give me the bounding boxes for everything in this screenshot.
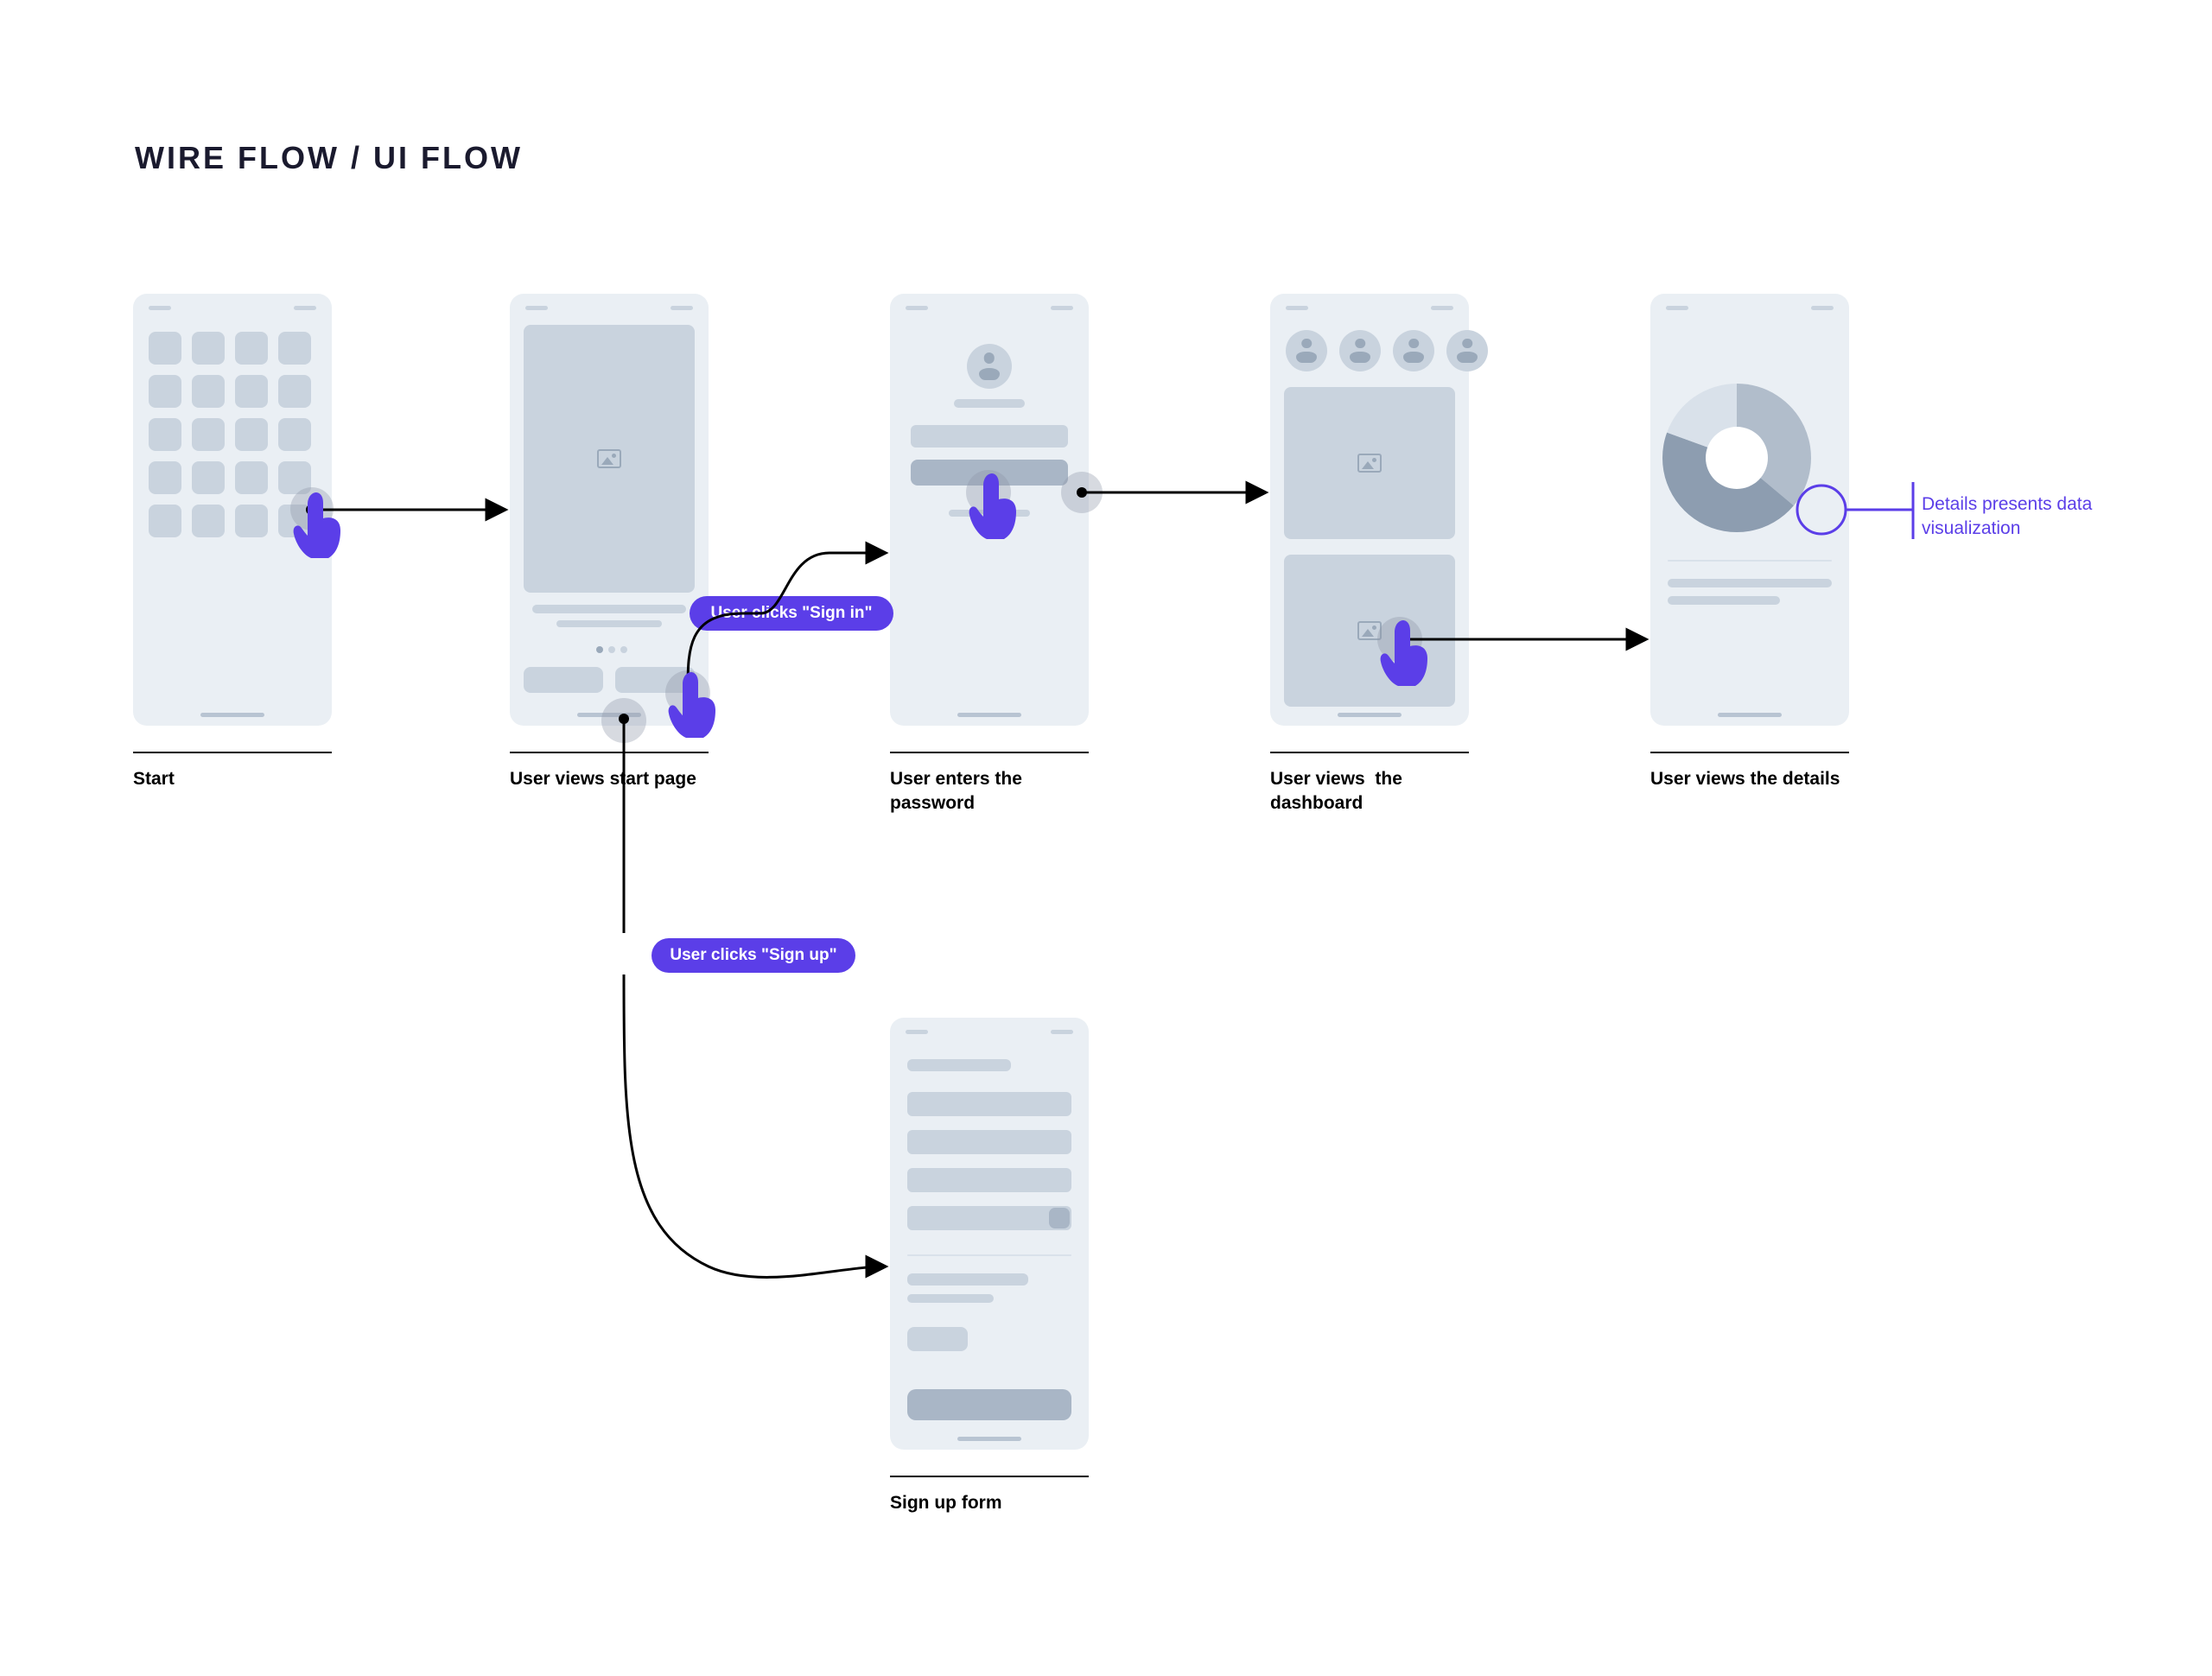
annotation-text: Details presents data visualization — [1922, 492, 2092, 542]
card-image[interactable] — [1284, 387, 1455, 539]
app-icon[interactable] — [278, 332, 311, 365]
home-indicator — [200, 713, 264, 717]
input-field[interactable] — [911, 425, 1068, 448]
image-icon — [597, 449, 621, 468]
story-avatar[interactable] — [1393, 330, 1434, 371]
toggle-knob[interactable] — [1049, 1208, 1070, 1228]
caption-rule — [510, 752, 709, 753]
divider — [1668, 560, 1832, 562]
app-icon[interactable] — [235, 418, 268, 451]
app-icon[interactable] — [278, 375, 311, 408]
screen-signup — [890, 1018, 1089, 1450]
caption-rule — [133, 752, 332, 753]
pill-signup: User clicks "Sign up" — [652, 938, 855, 973]
input-field[interactable] — [907, 1168, 1071, 1192]
app-icon[interactable] — [192, 505, 225, 537]
text-line — [907, 1273, 1028, 1286]
caption-start: Start — [133, 767, 175, 791]
person-icon — [976, 352, 1002, 379]
app-icon[interactable] — [192, 332, 225, 365]
submit-button-shape[interactable] — [907, 1389, 1071, 1420]
text-line — [1668, 579, 1832, 587]
screen-details — [1650, 294, 1849, 726]
app-icon[interactable] — [149, 418, 181, 451]
screen-startpage — [510, 294, 709, 726]
text-line — [532, 605, 686, 613]
caption-rule — [890, 752, 1089, 753]
input-field[interactable] — [907, 1130, 1071, 1154]
caption-signup: Sign up form — [890, 1491, 1002, 1515]
story-avatar[interactable] — [1446, 330, 1488, 371]
tap-halo — [966, 470, 1011, 515]
caption-details: User views the details — [1650, 767, 1840, 791]
status-bar-right — [1811, 306, 1834, 310]
tap-halo — [290, 487, 334, 530]
status-bar-left — [1286, 306, 1308, 310]
status-bar-left — [906, 1030, 928, 1034]
caption-rule — [1270, 752, 1469, 753]
app-icon[interactable] — [192, 461, 225, 494]
app-icon[interactable] — [278, 418, 311, 451]
app-icon[interactable] — [192, 418, 225, 451]
avatar — [967, 344, 1012, 389]
app-icon[interactable] — [149, 461, 181, 494]
home-indicator — [957, 1437, 1021, 1441]
status-bar-right — [1431, 306, 1453, 310]
home-indicator — [1718, 713, 1782, 717]
app-icon[interactable] — [192, 375, 225, 408]
input-field[interactable] — [907, 1092, 1071, 1116]
hero-image — [524, 325, 695, 593]
pager-dot — [608, 646, 615, 653]
pager-dot — [596, 646, 603, 653]
caption-rule — [890, 1476, 1089, 1477]
text-line — [556, 620, 662, 627]
signup-button-shape[interactable] — [524, 667, 603, 693]
app-icon[interactable] — [149, 332, 181, 365]
app-icon[interactable] — [149, 505, 181, 537]
status-bar-left — [149, 306, 171, 310]
app-icon[interactable] — [149, 375, 181, 408]
tap-halo — [601, 698, 646, 743]
text-line — [954, 399, 1025, 408]
overlay-svg — [0, 0, 2212, 1676]
status-bar-left — [1666, 306, 1688, 310]
home-indicator — [1338, 713, 1402, 717]
screen-dashboard — [1270, 294, 1469, 726]
card-image[interactable] — [1284, 555, 1455, 707]
input-field[interactable] — [907, 1206, 1071, 1230]
tap-halo — [665, 670, 710, 715]
caption-password: User enters the password — [890, 767, 1022, 816]
caption-startpage: User views start page — [510, 767, 696, 791]
story-avatar[interactable] — [1339, 330, 1381, 371]
pill-signin: User clicks "Sign in" — [690, 596, 893, 631]
app-icon[interactable] — [235, 505, 268, 537]
status-bar-right — [1051, 1030, 1073, 1034]
status-bar-right — [1051, 306, 1073, 310]
home-indicator — [957, 713, 1021, 717]
chip — [907, 1327, 968, 1351]
app-icon[interactable] — [235, 332, 268, 365]
app-icon[interactable] — [235, 461, 268, 494]
text-line — [907, 1294, 994, 1303]
status-bar-left — [906, 306, 928, 310]
divider — [907, 1254, 1071, 1256]
status-bar-right — [671, 306, 693, 310]
story-avatar[interactable] — [1286, 330, 1327, 371]
pager-dot — [620, 646, 627, 653]
caption-rule — [1650, 752, 1849, 753]
image-icon — [1357, 454, 1382, 473]
app-icon[interactable] — [235, 375, 268, 408]
page-title: WIRE FLOW / UI FLOW — [135, 140, 523, 176]
tap-halo — [1377, 617, 1422, 662]
status-bar-right — [294, 306, 316, 310]
status-bar-left — [525, 306, 548, 310]
tap-halo — [1061, 472, 1103, 513]
text-line — [1668, 596, 1780, 605]
heading-line — [907, 1059, 1011, 1071]
caption-dashboard: User views the dashboard — [1270, 767, 1402, 816]
